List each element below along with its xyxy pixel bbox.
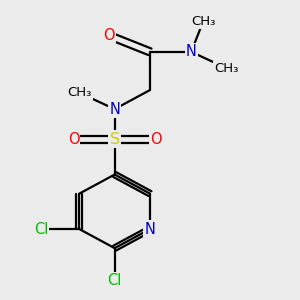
Text: O: O — [68, 132, 79, 147]
Text: O: O — [150, 132, 162, 147]
Text: O: O — [103, 28, 115, 43]
Text: Cl: Cl — [34, 222, 48, 237]
Text: CH₃: CH₃ — [67, 86, 92, 99]
Text: CH₃: CH₃ — [214, 62, 239, 75]
Text: N: N — [109, 102, 120, 117]
Text: N: N — [186, 44, 197, 59]
Text: S: S — [110, 132, 120, 147]
Text: CH₃: CH₃ — [191, 15, 215, 28]
Text: N: N — [145, 222, 155, 237]
Text: Cl: Cl — [107, 273, 122, 288]
